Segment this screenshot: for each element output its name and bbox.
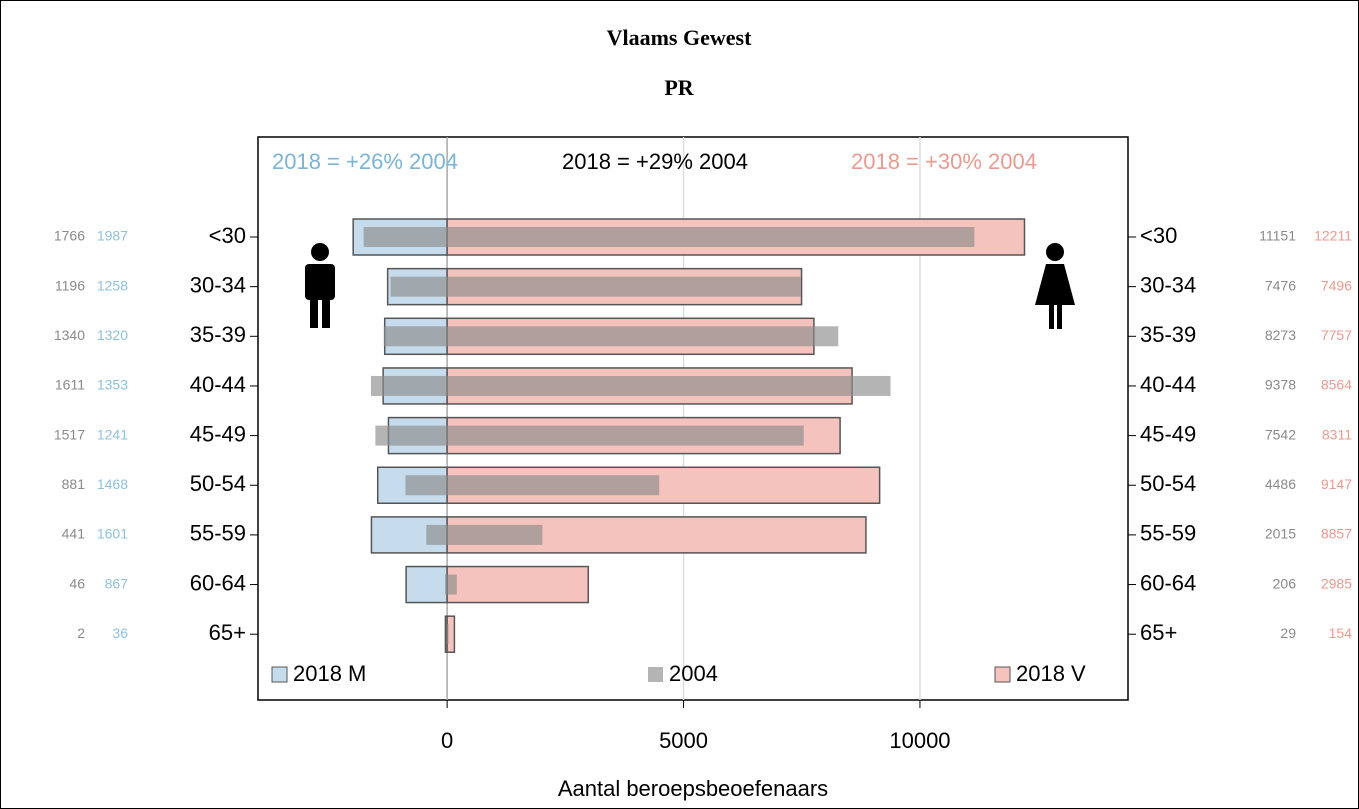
side-value: 7757 [1321, 327, 1352, 343]
side-value: 8273 [1265, 327, 1296, 343]
side-value: 2015 [1265, 526, 1296, 542]
side-value: 2 [77, 625, 85, 641]
side-value: 206 [1273, 575, 1297, 591]
side-value: 36 [112, 625, 128, 641]
bar [383, 326, 448, 347]
bar [447, 326, 839, 347]
side-value: 441 [62, 526, 86, 542]
side-value: 9378 [1265, 377, 1296, 393]
legend-swatch [648, 667, 663, 682]
y-tick-label: 55-59 [190, 521, 246, 546]
y-tick-label: 35-39 [190, 322, 246, 347]
side-value: 1766 [54, 228, 85, 244]
side-value: 7496 [1321, 277, 1352, 293]
chart-subtitle: PR [664, 75, 694, 100]
side-value: 881 [62, 476, 86, 492]
male-icon [305, 243, 335, 328]
female-icon [1035, 243, 1075, 329]
x-tick-label: 0 [441, 728, 453, 753]
y-tick-label: 40-44 [1140, 372, 1196, 397]
x-axis-label: Aantal beroepsbeoefenaars [558, 776, 828, 801]
annotation: 2018 = +26% 2004 [272, 149, 458, 174]
bar [375, 425, 448, 446]
side-value: 9147 [1321, 476, 1352, 492]
bar [447, 375, 891, 396]
bar [390, 276, 448, 297]
side-value: 1611 [55, 377, 85, 393]
bar [405, 565, 448, 604]
side-value: 1196 [55, 277, 85, 293]
y-tick-label: 50-54 [1140, 471, 1196, 496]
bar [447, 227, 975, 247]
side-value: 29 [1280, 625, 1296, 641]
y-tick-label: 35-39 [1140, 322, 1196, 347]
side-value: 1241 [97, 426, 128, 442]
y-tick-label: <30 [1140, 223, 1177, 248]
side-value: 11151 [1259, 228, 1296, 244]
bar [447, 276, 801, 297]
side-value: 8311 [1322, 426, 1352, 442]
legend-label: 2018 M [293, 661, 366, 686]
y-tick-label: 65+ [1140, 620, 1177, 645]
bar [446, 565, 590, 604]
bar [426, 524, 448, 545]
y-tick-label: 45-49 [1140, 421, 1196, 446]
plot: 0 5000 10000 2018 = +26% 2004 2018 = +29% 20… [54, 136, 1353, 753]
annotation: 2018 = +30% 2004 [851, 149, 1037, 174]
bar [447, 425, 804, 446]
bar [363, 227, 448, 247]
side-value: 46 [69, 575, 85, 591]
y-tick-label: 60-64 [190, 570, 246, 595]
y-tick-label: <30 [209, 223, 246, 248]
legend-label: 2004 [669, 661, 718, 686]
y-tick-label: 30-34 [190, 272, 246, 297]
y-tick-label: 65+ [209, 620, 246, 645]
side-value: 867 [105, 575, 129, 591]
side-value: 154 [1329, 625, 1353, 641]
bar [405, 475, 448, 496]
legend-swatch [271, 666, 288, 683]
x-tick-label: 5000 [659, 728, 708, 753]
y-tick-label: 45-49 [190, 421, 246, 446]
y-tick-label: 60-64 [1140, 570, 1196, 595]
annotation: 2018 = +29% 2004 [562, 149, 748, 174]
side-value: 12211 [1314, 228, 1352, 244]
y-tick-label: 55-59 [1140, 521, 1196, 546]
bar [447, 524, 543, 545]
y-tick-label: 50-54 [190, 471, 246, 496]
side-value: 8564 [1321, 377, 1352, 393]
bar [447, 624, 449, 645]
y-tick-label: 40-44 [190, 372, 246, 397]
legend-swatch [994, 666, 1011, 683]
side-value: 1340 [54, 327, 85, 343]
side-value: 1468 [97, 476, 128, 492]
side-value: 2985 [1321, 575, 1352, 591]
side-value: 4486 [1265, 476, 1296, 492]
bar [444, 574, 448, 595]
x-tick-label: 10000 [889, 728, 950, 753]
bar [447, 475, 660, 496]
side-value: 1353 [97, 377, 128, 393]
side-value: 1601 [97, 526, 128, 542]
chart-title: Vlaams Gewest [607, 25, 752, 50]
side-value: 7542 [1265, 426, 1296, 442]
side-value: 7476 [1265, 277, 1296, 293]
side-value: 1258 [97, 277, 128, 293]
side-value: 8857 [1321, 526, 1352, 542]
legend-label: 2018 V [1016, 661, 1086, 686]
side-value: 1517 [54, 426, 85, 442]
y-tick-label: 30-34 [1140, 272, 1196, 297]
bar [447, 574, 457, 595]
side-value: 1987 [97, 228, 128, 244]
bar [370, 375, 448, 396]
side-value: 1320 [97, 327, 128, 343]
